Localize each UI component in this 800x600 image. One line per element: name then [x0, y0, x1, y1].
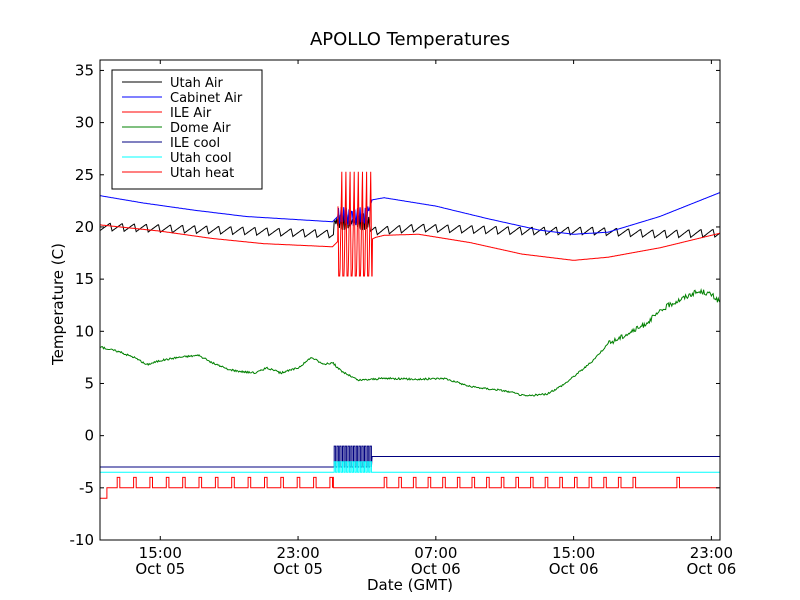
- series-line-utah-air: [100, 213, 720, 239]
- legend-label: ILE cool: [170, 136, 220, 151]
- legend-label: Utah cool: [170, 151, 232, 166]
- y-tick-label: 15: [75, 270, 94, 288]
- x-axis-label: Date (GMT): [367, 576, 453, 594]
- plot-frame: [99, 59, 721, 541]
- y-tick-label: 30: [75, 114, 94, 132]
- y-tick-label: 0: [84, 427, 94, 445]
- series-layer: [100, 171, 720, 499]
- legend-box: [111, 69, 263, 190]
- y-tick-label: -5: [79, 479, 94, 497]
- series-line-utah-cool: [100, 461, 720, 473]
- x-tick-label-date: Oct 06: [549, 560, 599, 578]
- y-tick-label: 10: [75, 322, 94, 340]
- y-tick-label: 25: [75, 166, 94, 184]
- y-tick-label: 35: [75, 61, 94, 79]
- series-line-ile-air: [100, 171, 720, 277]
- x-tick-label-date: Oct 05: [135, 560, 185, 578]
- x-tick-label-time: 15:00: [552, 544, 595, 562]
- series-line-cabinet-air: [100, 192, 720, 235]
- x-tick-label-time: 07:00: [414, 544, 457, 562]
- y-tick-label: 5: [84, 374, 94, 392]
- x-tick-label-date: Oct 06: [686, 560, 736, 578]
- x-tick-label-time: 23:00: [690, 544, 733, 562]
- y-axis-label: Temperature (C): [49, 243, 67, 366]
- x-tick-label-date: Oct 05: [273, 560, 323, 578]
- x-tick-label-date: Oct 06: [411, 560, 461, 578]
- y-tick-label: -10: [70, 531, 95, 549]
- x-tick-label-time: 23:00: [276, 544, 319, 562]
- series-line-dome-air: [100, 288, 720, 397]
- legend-label: Utah heat: [170, 166, 234, 181]
- x-tick-label-time: 15:00: [139, 544, 182, 562]
- chart-title: APOLLO Temperatures: [310, 29, 510, 50]
- y-tick-label: 20: [75, 218, 94, 236]
- legend-label: ILE Air: [170, 106, 212, 121]
- series-line-utah-heat: [100, 476, 720, 499]
- legend-label: Utah Air: [170, 76, 223, 91]
- legend-label: Dome Air: [170, 121, 231, 136]
- legend-label: Cabinet Air: [170, 91, 243, 106]
